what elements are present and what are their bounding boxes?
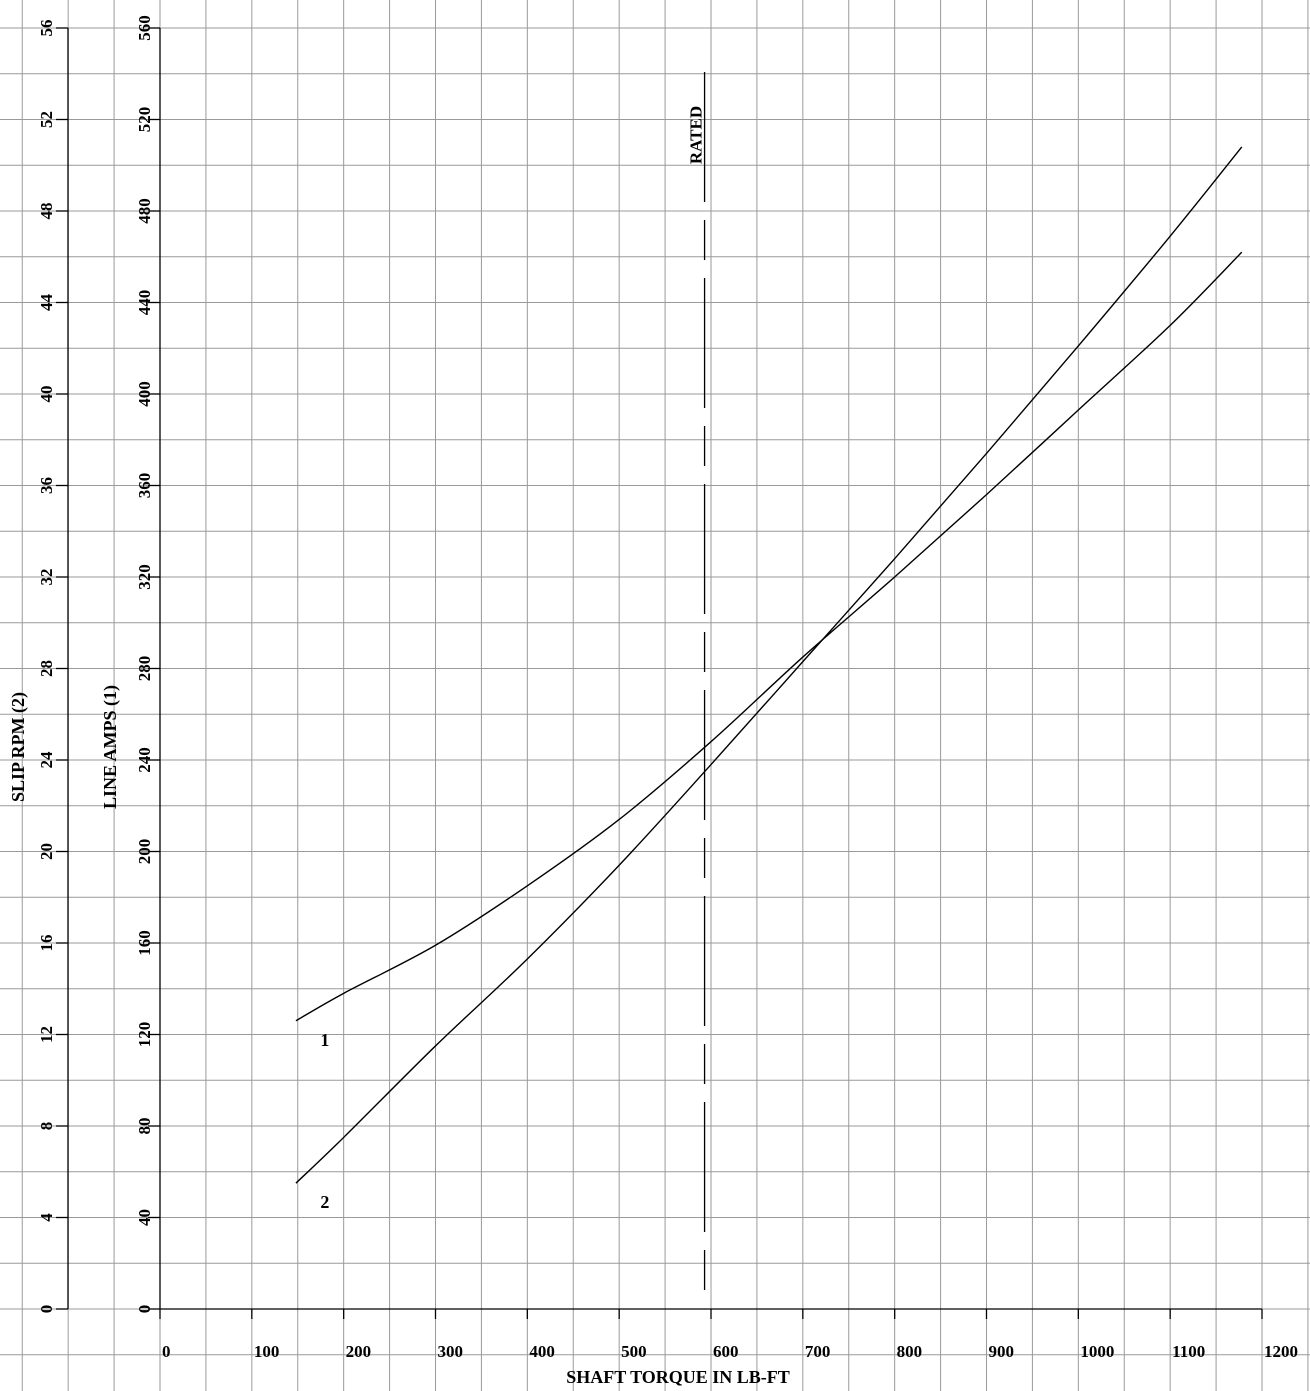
slip-tick-label: 44 bbox=[37, 294, 56, 312]
slip-tick-label: 52 bbox=[37, 111, 56, 128]
amps-tick-label: 120 bbox=[135, 1022, 154, 1048]
x-tick-label: 900 bbox=[989, 1342, 1015, 1361]
amps-tick-label: 160 bbox=[135, 930, 154, 956]
x-tick-label: 600 bbox=[713, 1342, 739, 1361]
amps-tick-label: 440 bbox=[135, 290, 154, 316]
x-tick-label: 700 bbox=[805, 1342, 831, 1361]
amps-tick-label: 360 bbox=[135, 473, 154, 499]
series-label-1: 1 bbox=[320, 1030, 329, 1050]
amps-tick-label: 200 bbox=[135, 839, 154, 865]
amps-tick-label: 280 bbox=[135, 656, 154, 682]
slip-tick-label: 36 bbox=[37, 477, 56, 494]
x-tick-label: 0 bbox=[162, 1342, 171, 1361]
x-tick-label: 400 bbox=[529, 1342, 555, 1361]
x-tick-label: 300 bbox=[438, 1342, 464, 1361]
slip-tick-label: 28 bbox=[37, 660, 56, 677]
slip-tick-label: 4 bbox=[37, 1213, 56, 1222]
amps-axis-title: LINE AMPS (1) bbox=[100, 685, 121, 809]
x-tick-label: 1100 bbox=[1172, 1342, 1205, 1361]
rated-label: RATED bbox=[687, 106, 706, 164]
slip-tick-label: 32 bbox=[37, 569, 56, 586]
slip-tick-label: 24 bbox=[37, 751, 56, 769]
slip-tick-label: 12 bbox=[37, 1026, 56, 1043]
slip-tick-label: 16 bbox=[37, 935, 56, 952]
x-tick-label: 500 bbox=[621, 1342, 647, 1361]
amps-tick-group: 0 40 80 120 160 200 240 280 320 360 400 440 480 520 56… bbox=[135, 15, 160, 1313]
series-line-2 bbox=[295, 146, 1243, 1184]
amps-tick-label: 400 bbox=[135, 381, 154, 407]
slip-tick-label: 40 bbox=[37, 386, 56, 403]
amps-tick-label: 80 bbox=[135, 1118, 154, 1135]
amps-tick-label: 520 bbox=[135, 107, 154, 133]
rated-marker: RATED bbox=[687, 72, 706, 1293]
slip-tick-label: 48 bbox=[37, 203, 56, 220]
x-tick-label: 1000 bbox=[1080, 1342, 1114, 1361]
slip-tick-label: 20 bbox=[37, 843, 56, 860]
amps-tick-label: 320 bbox=[135, 564, 154, 590]
amps-tick-label: 0 bbox=[135, 1305, 154, 1314]
slip-tick-label: 0 bbox=[37, 1305, 56, 1314]
amps-tick-label: 560 bbox=[135, 15, 154, 41]
x-tick-label: 800 bbox=[897, 1342, 923, 1361]
slip-tick-label: 56 bbox=[37, 20, 56, 37]
x-tick-label: 1200 bbox=[1264, 1342, 1298, 1361]
x-tick-group: 0 100 200 300 400 500 600 700 800 900 1000 1100 1200 bbox=[159, 1309, 1298, 1361]
x-tick-label: 100 bbox=[254, 1342, 279, 1361]
slip-axis-title: SLIP RPM (2) bbox=[8, 692, 29, 802]
amps-tick-label: 480 bbox=[135, 198, 154, 224]
amps-tick-label: 240 bbox=[135, 747, 154, 773]
slip-tick-label: 8 bbox=[37, 1122, 56, 1131]
series-group: 12 bbox=[295, 146, 1243, 1212]
amps-tick-label: 40 bbox=[135, 1209, 154, 1226]
series-label-2: 2 bbox=[320, 1192, 329, 1212]
x-tick-label: 200 bbox=[346, 1342, 372, 1361]
series-line-1 bbox=[295, 251, 1243, 1022]
x-axis-title: SHAFT TORQUE IN LB-FT bbox=[566, 1367, 790, 1387]
